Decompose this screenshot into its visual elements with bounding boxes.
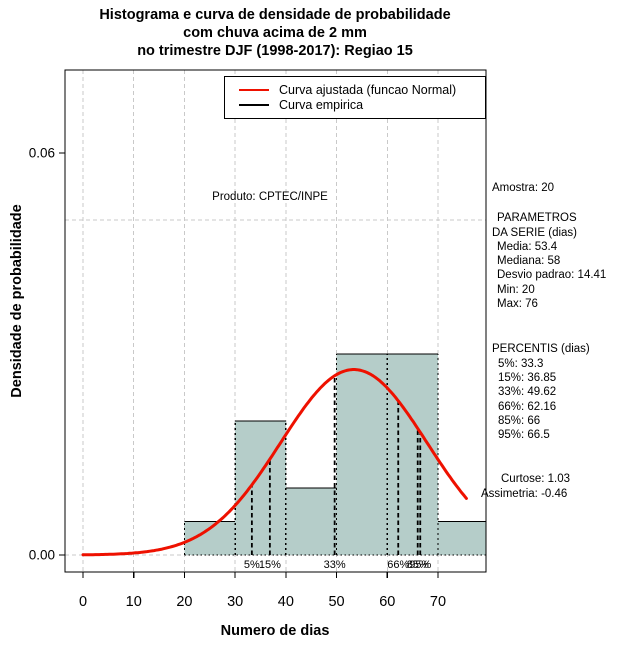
y-tick-label: 0.06	[29, 146, 55, 161]
empirical-curve-swatch-icon	[239, 103, 269, 106]
legend-label-fitted: Curva ajustada (funcao Normal)	[279, 82, 457, 97]
stat-max: Max: 76	[497, 298, 538, 311]
histogram-bar	[437, 521, 486, 555]
stat-params-title-2: DA SERIE (dias)	[492, 226, 577, 239]
chart-title-line-1: Histograma e curva de densidade de proba…	[99, 7, 451, 23]
percentile-label: 15%	[259, 559, 281, 571]
stat-params-title-1: PARAMETROS	[497, 212, 577, 225]
stat-percentis-title: PERCENTIS (dias)	[492, 343, 590, 356]
product-annotation: Produto: CPTEC/INPE	[212, 191, 328, 203]
legend-label-empirical: Curva empirica	[279, 97, 364, 112]
stat-mediana: Mediana: 58	[497, 255, 561, 268]
stat-p5: 5%: 33.3	[498, 357, 544, 370]
stats-panel: Amostra: 20 PARAMETROS DA SERIE (dias) M…	[481, 181, 640, 501]
x-axis-label: Numero de dias	[220, 623, 330, 639]
chart-title-line-3: no trimestre DJF (1998-2017): Regiao 15	[137, 43, 413, 59]
legend-box: Curva ajustada (funcao Normal) Curva emp…	[224, 76, 486, 119]
chart-title-line-2: com chuva acima de 2 mm	[183, 25, 367, 41]
x-tick-label: 0	[79, 594, 87, 610]
chart-title: Histograma e curva de densidade de proba…	[64, 6, 486, 60]
stat-media: Media: 53.4	[497, 240, 558, 253]
percentile-label: 85%	[407, 559, 429, 571]
x-tick-label: 60	[379, 594, 395, 610]
histogram-bar	[235, 421, 286, 555]
histogram-bar	[285, 488, 337, 555]
stat-p15: 15%: 36.85	[498, 371, 557, 384]
x-tick-label: 20	[176, 594, 192, 610]
fitted-curve	[81, 368, 468, 557]
x-tick-label: 70	[430, 594, 446, 610]
x-tick-label: 10	[126, 594, 142, 610]
stat-p33: 33%: 49.62	[498, 386, 557, 399]
stat-p85: 85%: 66	[498, 414, 541, 427]
stat-min: Min: 20	[497, 283, 535, 296]
percentile-label: 66%	[387, 559, 409, 571]
plot-border	[64, 69, 487, 573]
stat-p95: 95%: 66.5	[498, 429, 550, 442]
legend-row-empirical: Curva empirica	[225, 97, 485, 112]
percentile-label: 33%	[324, 559, 346, 571]
x-tick-label: 30	[227, 594, 243, 610]
y-tick-label: 0.00	[29, 548, 55, 563]
x-tick-label: 50	[328, 594, 344, 610]
legend-row-fitted: Curva ajustada (funcao Normal)	[225, 82, 485, 97]
y-axis-label: Densidade de probabilidade	[9, 204, 25, 398]
histogram-bar	[387, 354, 438, 555]
stat-p66: 66%: 62.16	[498, 400, 557, 413]
fitted-curve-swatch-icon	[239, 88, 269, 91]
stat-curtose: Curtose: 1.03	[501, 473, 571, 486]
x-tick-label: 40	[278, 594, 294, 610]
histogram-bar	[336, 354, 388, 555]
stat-desvio: Desvio padrao: 14.41	[497, 269, 607, 282]
stat-assimetria: Assimetria: -0.46	[481, 487, 568, 500]
percentile-label: 95%	[409, 559, 431, 571]
stat-sample: Amostra: 20	[492, 182, 554, 194]
percentile-label: 5%	[244, 559, 260, 571]
